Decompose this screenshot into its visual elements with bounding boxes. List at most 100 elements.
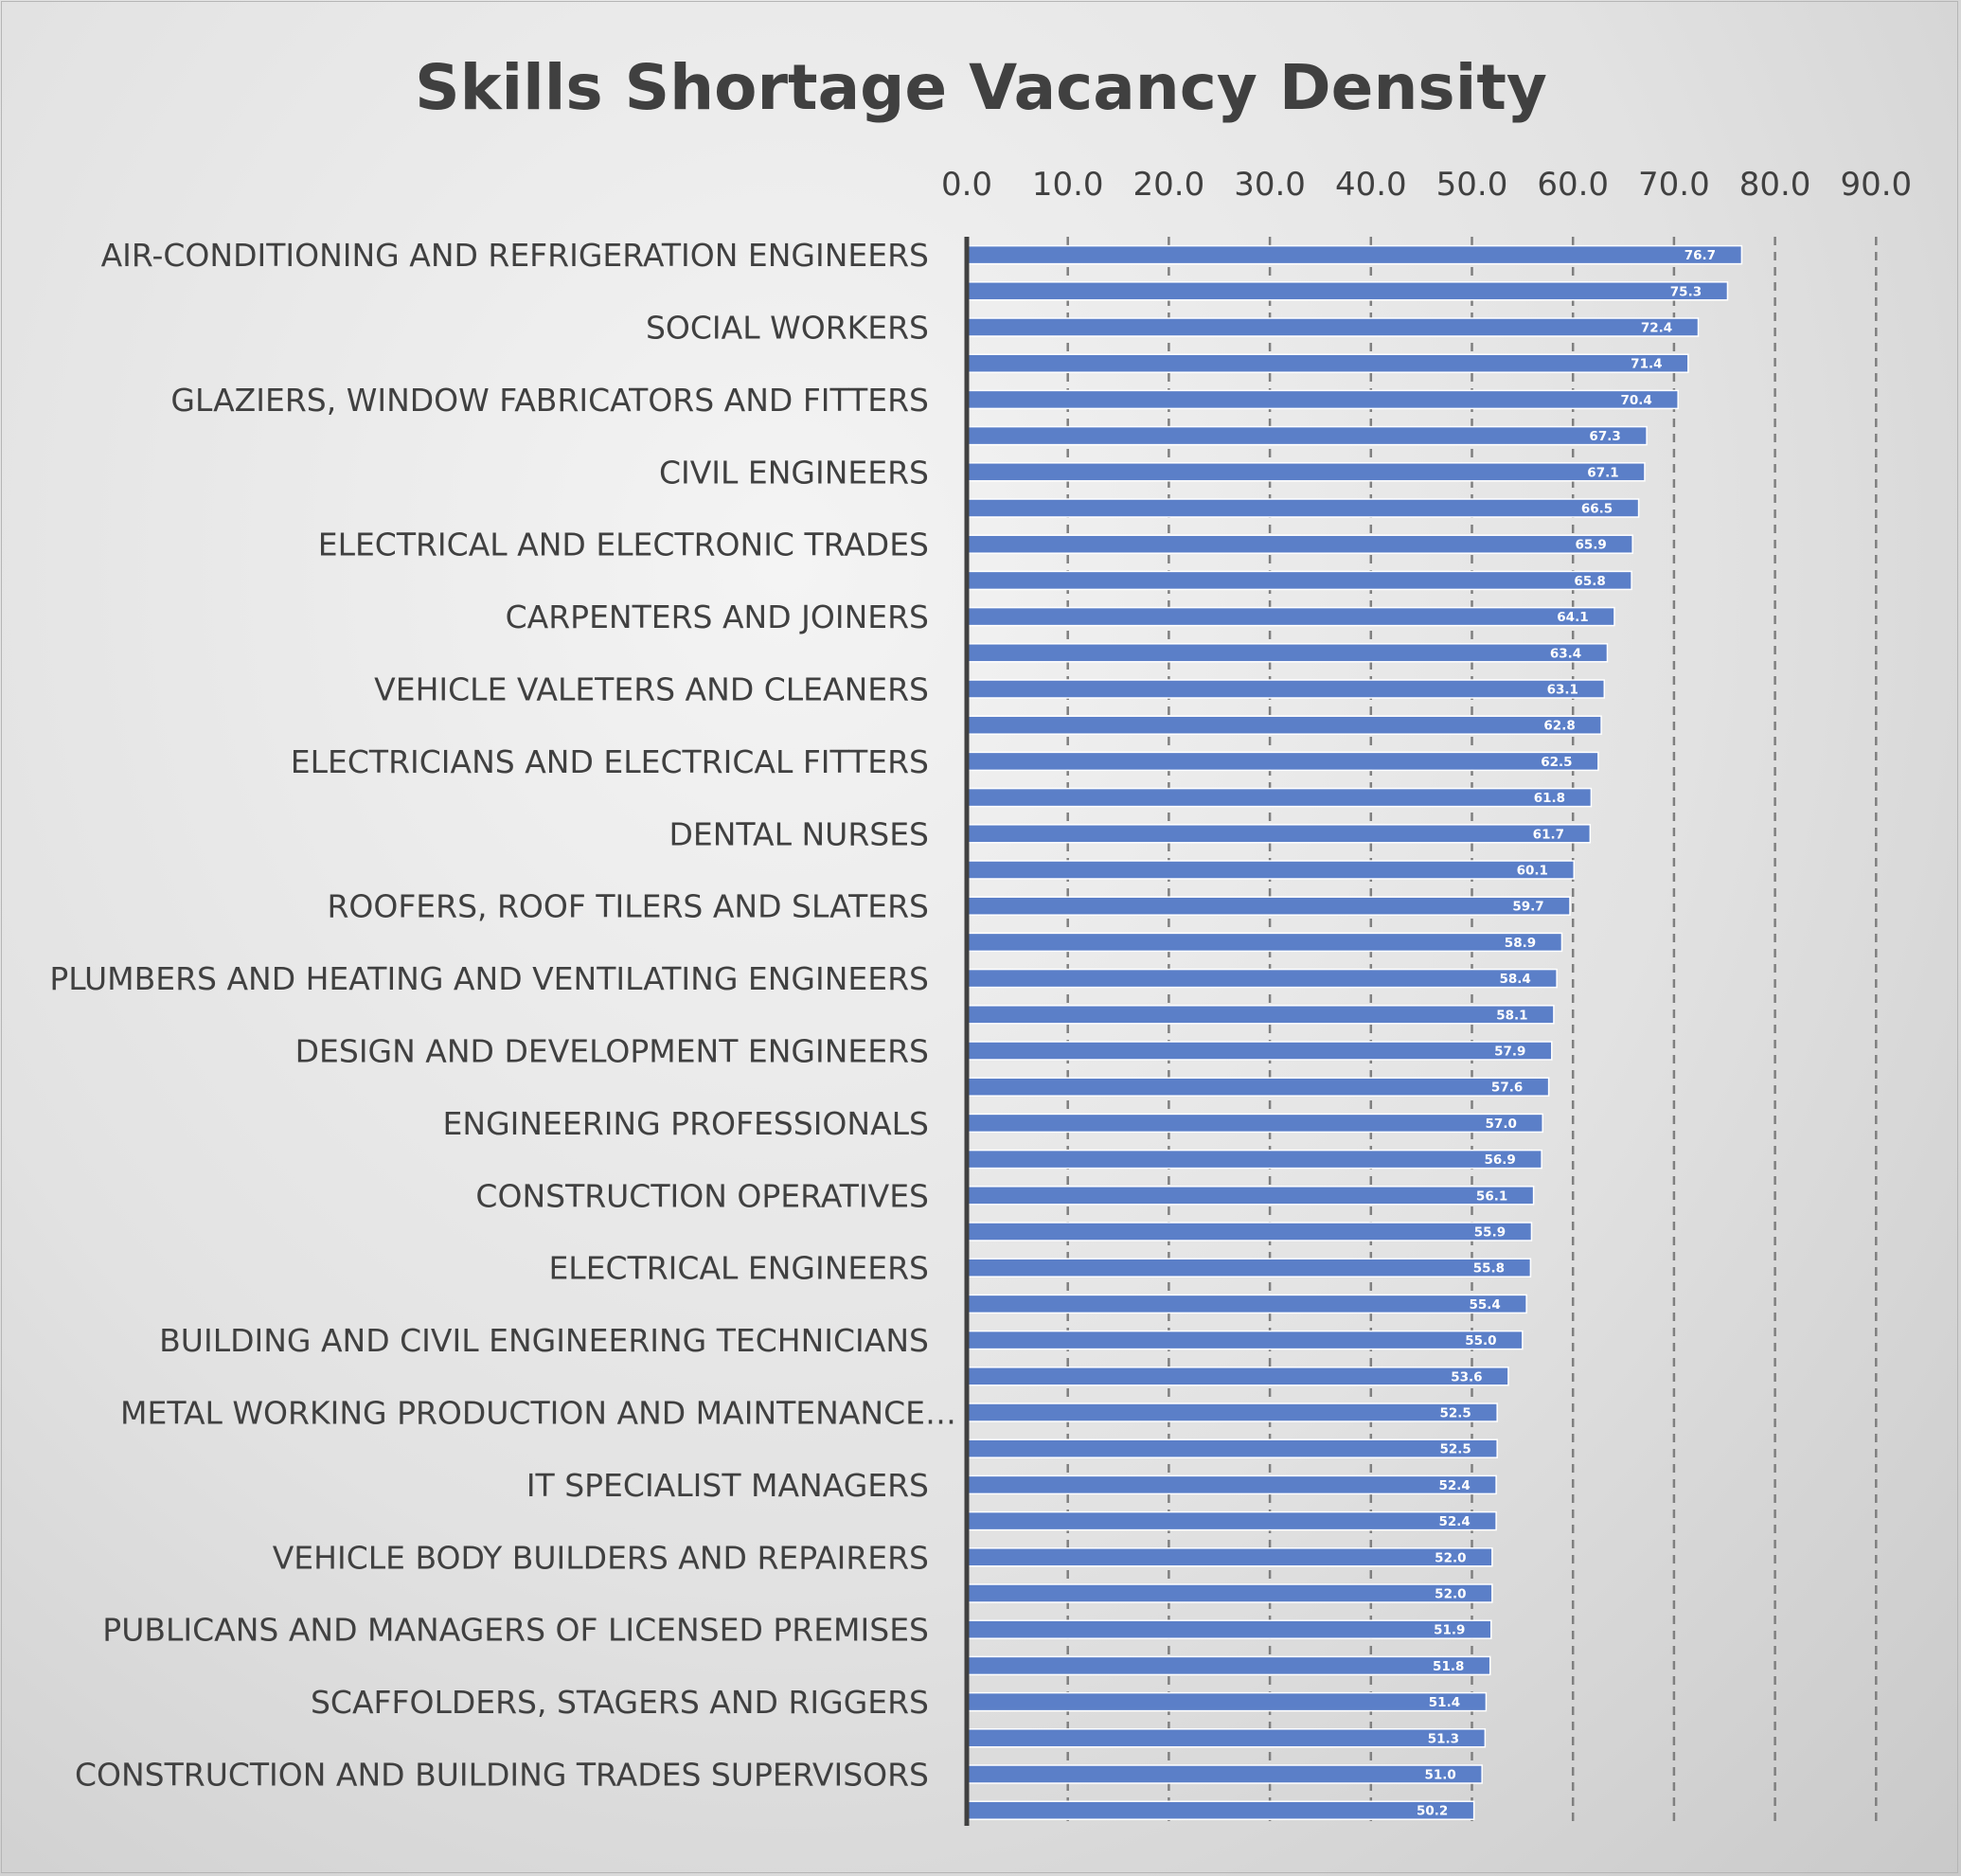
data-label: 55.9 <box>1474 1225 1506 1241</box>
bar <box>966 317 1700 337</box>
bar <box>966 1691 1488 1712</box>
data-label: 58.4 <box>1499 972 1530 987</box>
bar <box>966 244 1743 265</box>
data-label: 76.7 <box>1685 248 1716 263</box>
category-label: DESIGN AND DEVELOPMENT ENGINEERS <box>295 1033 929 1070</box>
category-labels: AIR-CONDITIONING AND REFRIGERATION ENGIN… <box>49 237 956 1793</box>
x-tick-label: 10.0 <box>1032 166 1104 204</box>
category-label: METAL WORKING PRODUCTION AND MAINTENANCE… <box>120 1395 956 1432</box>
data-label: 51.8 <box>1433 1659 1464 1674</box>
bar <box>966 1149 1542 1170</box>
bar <box>966 425 1648 446</box>
data-label: 66.5 <box>1581 502 1613 517</box>
category-label: SOCIAL WORKERS <box>646 310 929 347</box>
bar <box>966 1764 1483 1784</box>
data-label: 58.9 <box>1505 936 1536 951</box>
data-label: 57.9 <box>1494 1045 1525 1060</box>
bar <box>966 643 1609 663</box>
category-label: ENGINEERING PROFESSIONALS <box>443 1105 929 1142</box>
bar <box>966 1474 1497 1495</box>
category-label: PLUMBERS AND HEATING AND VENTILATING ENG… <box>49 960 929 997</box>
bar <box>966 1294 1527 1314</box>
bar <box>966 1510 1497 1531</box>
bar <box>966 1655 1491 1676</box>
bars <box>966 244 1743 1820</box>
chart-title: Skills Shortage Vacancy Density <box>415 51 1547 124</box>
bar <box>966 1547 1493 1567</box>
x-tick-label: 40.0 <box>1335 166 1407 204</box>
category-label: AIR-CONDITIONING AND REFRIGERATION ENGIN… <box>101 237 929 274</box>
data-label: 55.0 <box>1465 1333 1496 1349</box>
bar <box>966 1258 1532 1277</box>
data-label: 67.1 <box>1587 465 1618 480</box>
bar <box>966 1330 1524 1350</box>
x-tick-label: 50.0 <box>1436 166 1508 204</box>
category-label: VEHICLE VALETERS AND CLEANERS <box>374 671 929 708</box>
data-label: 67.3 <box>1589 429 1620 444</box>
data-label: 62.5 <box>1541 755 1572 770</box>
bar <box>966 281 1729 301</box>
data-labels: 76.7 75.3 72.4 71.4 70.4 67.3 67.1 66.5 65.9 65.8… <box>1417 248 1716 1819</box>
data-label: 57.6 <box>1491 1081 1523 1096</box>
x-tick-label: 20.0 <box>1133 166 1205 204</box>
bar <box>966 787 1593 808</box>
category-label: ELECTRICIANS AND ELECTRICAL FITTERS <box>291 743 929 780</box>
category-label: CONSTRUCTION OPERATIVES <box>475 1177 929 1214</box>
category-label: IT SPECIALIST MANAGERS <box>526 1467 929 1504</box>
bar <box>966 570 1632 591</box>
bar <box>966 389 1679 410</box>
bar <box>966 1403 1498 1422</box>
data-label: 71.4 <box>1631 357 1662 372</box>
bar <box>966 498 1640 518</box>
bar <box>966 968 1558 989</box>
data-label: 52.5 <box>1440 1406 1471 1421</box>
data-label: 61.8 <box>1534 791 1565 806</box>
data-label: 52.4 <box>1438 1514 1470 1529</box>
data-label: 63.1 <box>1547 683 1578 698</box>
x-tick-label: 70.0 <box>1638 166 1710 204</box>
bar <box>966 606 1615 627</box>
bar <box>966 1800 1475 1820</box>
x-tick-label: 60.0 <box>1537 166 1609 204</box>
bar <box>966 679 1606 699</box>
bar <box>966 932 1563 953</box>
data-label: 61.7 <box>1533 827 1564 842</box>
category-label: SCAFFOLDERS, STAGERS AND RIGGERS <box>311 1684 929 1721</box>
data-label: 65.8 <box>1574 574 1605 589</box>
data-label: 51.0 <box>1425 1768 1456 1783</box>
data-label: 53.6 <box>1451 1369 1482 1385</box>
bar <box>966 715 1602 735</box>
category-label: CARPENTERS AND JOINERS <box>506 599 929 635</box>
data-label: 63.4 <box>1550 646 1581 661</box>
x-tick-label: 80.0 <box>1739 166 1811 204</box>
data-label: 52.5 <box>1440 1442 1471 1457</box>
data-label: 64.1 <box>1557 610 1588 625</box>
category-label: CIVIL ENGINEERS <box>659 454 929 491</box>
data-label: 56.1 <box>1476 1188 1507 1204</box>
category-label: CONSTRUCTION AND BUILDING TRADES SUPERVI… <box>75 1757 929 1794</box>
bar <box>966 1113 1543 1134</box>
bar <box>966 824 1592 844</box>
bar <box>966 1619 1492 1639</box>
category-label: ELECTRICAL AND ELECTRONIC TRADES <box>318 527 929 563</box>
x-axis-ticks: 0.0 10.0 20.0 30.0 40.0 50.0 60.0 70.0 80.0 90.0 <box>941 166 1912 204</box>
data-label: 62.8 <box>1543 719 1575 734</box>
data-label: 59.7 <box>1512 900 1543 915</box>
data-label: 55.8 <box>1473 1261 1505 1277</box>
bar <box>966 1041 1553 1061</box>
category-label: BUILDING AND CIVIL ENGINEERING TECHNICIA… <box>159 1322 929 1359</box>
bar <box>966 1367 1509 1386</box>
bar <box>966 534 1633 554</box>
bar <box>966 1222 1533 1242</box>
data-label: 65.9 <box>1575 538 1606 553</box>
bar <box>966 1186 1535 1206</box>
bar <box>966 1077 1550 1097</box>
bar <box>966 860 1576 880</box>
data-label: 56.9 <box>1484 1152 1515 1168</box>
x-tick-label: 90.0 <box>1840 166 1912 204</box>
data-label: 50.2 <box>1417 1804 1448 1819</box>
data-label: 72.4 <box>1641 321 1672 336</box>
bar <box>966 1583 1493 1603</box>
